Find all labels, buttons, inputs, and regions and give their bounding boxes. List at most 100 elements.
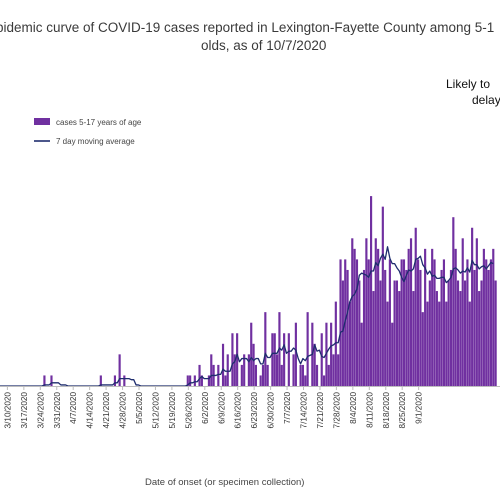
- case-bar: [254, 364, 258, 386]
- case-bar: [367, 259, 370, 386]
- case-bar: [332, 354, 335, 386]
- x-tick-label: 3/24/2020: [36, 392, 45, 429]
- case-bar: [259, 375, 262, 386]
- case-bar: [320, 333, 323, 386]
- case-bar: [365, 238, 368, 386]
- case-bar: [250, 322, 253, 386]
- chart-title-line1: pidemic curve of COVID-19 cases reported…: [0, 20, 494, 35]
- legend: cases 5-17 years of age 7 day moving ave…: [34, 118, 142, 146]
- case-bar: [438, 301, 441, 386]
- case-bar: [435, 291, 438, 386]
- case-bar: [200, 375, 203, 386]
- case-bar: [492, 248, 495, 386]
- x-tick-label: 8/4/2020: [349, 392, 358, 424]
- case-bar: [468, 301, 471, 386]
- case-bar: [417, 259, 420, 386]
- case-bar: [419, 269, 422, 386]
- case-bar: [306, 312, 309, 386]
- case-bar: [442, 259, 446, 386]
- case-bar: [475, 238, 478, 386]
- case-bar: [287, 333, 290, 386]
- case-bar: [43, 375, 46, 386]
- case-bar: [414, 227, 417, 386]
- case-bar: [395, 280, 399, 386]
- case-bar: [391, 322, 394, 386]
- case-bar: [266, 364, 269, 386]
- x-tick-label: 7/14/2020: [300, 392, 309, 429]
- case-bar: [358, 280, 361, 386]
- case-bar: [236, 333, 239, 386]
- x-tick-label: 4/28/2020: [119, 392, 128, 429]
- case-bar: [99, 375, 102, 386]
- case-bar: [456, 280, 460, 386]
- legend-label-moving-average: 7 day moving average: [56, 137, 135, 146]
- case-bar: [113, 375, 117, 386]
- case-bar: [118, 354, 121, 386]
- case-bar: [400, 259, 403, 386]
- case-bar: [210, 354, 213, 386]
- case-bar: [426, 301, 429, 386]
- case-bar: [315, 364, 319, 386]
- case-bar: [327, 364, 330, 386]
- case-bar: [449, 269, 453, 386]
- case-bar: [489, 259, 493, 386]
- case-bar: [421, 312, 424, 386]
- case-bar: [362, 269, 366, 386]
- case-bar: [471, 227, 474, 386]
- case-bar: [334, 301, 337, 386]
- x-tick-label: 7/28/2020: [332, 392, 341, 429]
- x-tick-label: 5/19/2020: [168, 392, 177, 429]
- case-bar: [224, 375, 227, 386]
- case-bar: [454, 248, 457, 386]
- case-bar: [294, 322, 297, 386]
- case-bar: [447, 280, 450, 386]
- x-tick-label: 5/5/2020: [135, 392, 144, 424]
- case-bar: [393, 280, 396, 386]
- x-tick-label: 3/31/2020: [53, 392, 62, 429]
- case-bar: [330, 322, 333, 386]
- x-tick-label: 6/30/2020: [267, 392, 276, 429]
- case-bar: [459, 291, 462, 386]
- x-tick-label: 8/18/2020: [382, 392, 391, 429]
- x-tick-label: 6/16/2020: [234, 392, 243, 429]
- case-bar: [221, 343, 225, 386]
- case-bar: [292, 354, 295, 386]
- case-bar: [323, 375, 326, 386]
- case-bar: [355, 259, 359, 386]
- case-bar: [452, 217, 455, 386]
- case-bar: [280, 364, 283, 386]
- case-bar: [243, 354, 246, 386]
- case-bar: [351, 238, 354, 386]
- case-bar: [480, 280, 483, 386]
- case-bar: [409, 238, 413, 386]
- case-bar: [193, 375, 196, 386]
- x-tick-label: 7/21/2020: [316, 392, 325, 429]
- legend-label-cases: cases 5-17 years of age: [56, 118, 142, 127]
- case-bar: [283, 333, 286, 386]
- case-bar: [252, 343, 255, 386]
- case-bar: [398, 291, 401, 386]
- moving-average-line: [0, 246, 494, 387]
- case-bar: [461, 238, 464, 386]
- x-tick-label: 3/10/2020: [3, 392, 12, 429]
- case-bar: [301, 364, 305, 386]
- case-bar: [304, 375, 307, 386]
- case-bar: [407, 248, 410, 386]
- case-bar: [276, 354, 279, 386]
- case-bar: [217, 364, 220, 386]
- case-bar: [207, 375, 211, 386]
- case-bar: [381, 206, 384, 386]
- case-bar: [379, 280, 382, 386]
- case-bar: [388, 259, 391, 386]
- case-bar: [271, 333, 274, 386]
- legend-swatch-cases: [34, 118, 50, 125]
- case-bar: [377, 248, 380, 386]
- x-tick-label: 7/7/2020: [283, 392, 292, 424]
- case-bar: [123, 375, 126, 386]
- x-tick-label: 4/14/2020: [86, 392, 95, 429]
- case-bar: [341, 280, 344, 386]
- case-bar: [482, 248, 485, 386]
- case-bar: [485, 259, 488, 386]
- case-bar: [374, 238, 377, 386]
